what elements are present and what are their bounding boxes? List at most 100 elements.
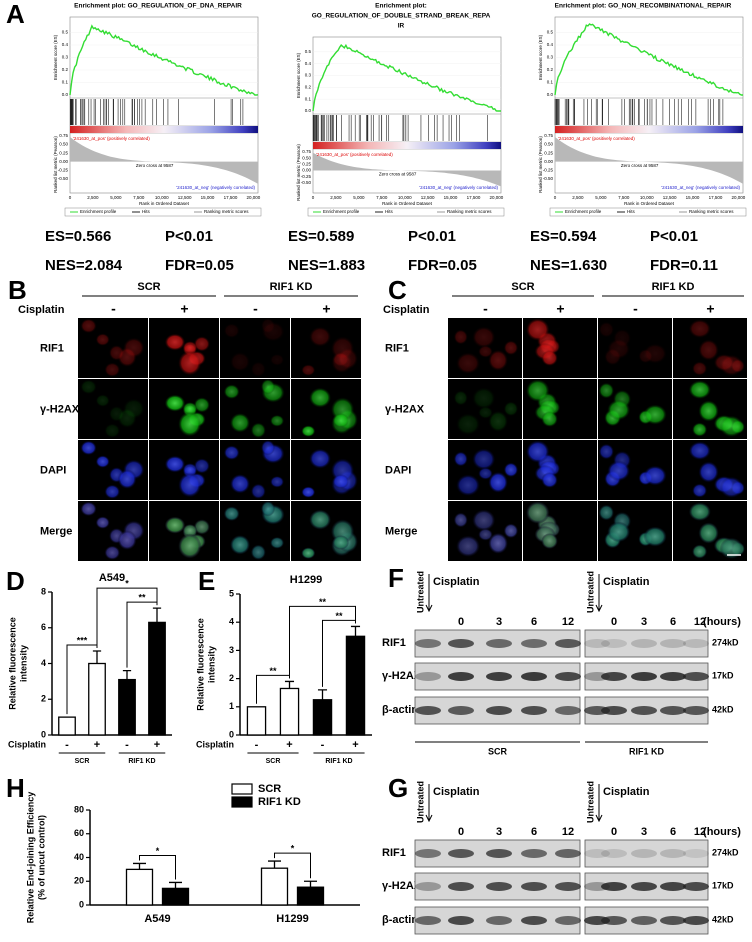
label: **: [269, 666, 277, 676]
nucleus: [260, 379, 276, 395]
bar: [312, 699, 333, 736]
label: Enrichment profile: [323, 209, 360, 214]
label: RIF1: [382, 637, 406, 649]
band: [660, 672, 686, 681]
label: FDR=0.05: [165, 257, 234, 274]
label: 0.25: [544, 150, 553, 155]
band: [448, 882, 474, 891]
label: 0.4: [62, 42, 69, 47]
band: [448, 849, 474, 858]
label: 0.00: [544, 159, 553, 164]
label: D: [6, 566, 25, 596]
label: 0.50: [544, 142, 553, 147]
nucleus: [472, 326, 496, 348]
nucleus: [478, 345, 493, 358]
nucleus: [598, 443, 615, 460]
label: 0.1: [62, 80, 69, 85]
label: RIF1 KD: [325, 758, 352, 765]
label: ES=0.589: [288, 228, 354, 245]
nucleus: [193, 458, 210, 474]
label: P<0.01: [408, 228, 456, 245]
label: 12,500: [421, 195, 435, 200]
label: 0.3: [62, 55, 69, 60]
label: γ-H2AX: [40, 403, 80, 415]
label: F: [388, 563, 404, 593]
bar: [125, 868, 154, 906]
rank-bar: [70, 126, 258, 133]
nucleus: [104, 362, 121, 377]
label: 0.0: [547, 92, 554, 97]
label: 3: [229, 645, 234, 655]
label: *: [291, 843, 295, 853]
label: Relative fluorescence: [195, 618, 205, 711]
label: 42kD: [712, 704, 734, 714]
label: ES=0.594: [530, 228, 597, 245]
label: 0: [611, 826, 617, 838]
label: 0: [79, 899, 84, 909]
nucleus: [270, 475, 285, 488]
label: 15,000: [201, 195, 215, 200]
blot-strip: [584, 839, 709, 868]
label: SCR: [75, 758, 90, 765]
label: 0: [611, 616, 617, 628]
label: 60: [74, 828, 84, 838]
label: **: [319, 597, 327, 607]
label: RIF1 KD: [128, 758, 155, 765]
label: +: [352, 739, 358, 751]
band: [683, 639, 709, 648]
nucleus: [301, 486, 316, 498]
label: **: [138, 592, 146, 602]
label: RIF1 KD: [270, 281, 313, 293]
label: 2,500: [87, 195, 99, 200]
label: Ranked list metric (Pearson): [53, 136, 58, 193]
label: Ranking metric scores: [447, 209, 492, 214]
nucleus: [488, 410, 508, 432]
nucleus: [223, 506, 240, 521]
label: Cisplatin: [383, 304, 430, 316]
label: '241630_at_neg' (negatively correlated): [419, 185, 498, 190]
nucleus: [117, 347, 137, 367]
label: Enrichment plot: GO_REGULATION_OF_DNA_RE…: [74, 3, 242, 10]
label: -0.25: [58, 167, 69, 172]
rank-bar: [555, 126, 743, 133]
label: Enrichment score (ES): [538, 34, 543, 80]
label: 3: [641, 826, 647, 838]
nucleus: [270, 353, 285, 366]
label: RIF1 KD: [652, 281, 695, 293]
enrichment-curve: [69, 24, 259, 96]
enrichment-curve: [554, 23, 743, 96]
label: Rank in Ordered Dataset: [139, 201, 190, 206]
label: '241630_at_neg' (negatively correlated): [176, 185, 255, 190]
label: DAPI: [385, 464, 411, 476]
nucleus: [301, 425, 316, 437]
label: RIF1 KD: [258, 796, 301, 808]
label: Enrichment profile: [80, 209, 117, 214]
nucleus: [182, 524, 198, 537]
nucleus: [182, 463, 198, 476]
label: Enrichment plot: GO_NON_RECOMBINATIONAL_…: [555, 3, 732, 10]
band: [601, 849, 627, 858]
label: -: [253, 301, 258, 317]
label: *: [156, 846, 160, 856]
nucleus: [80, 501, 97, 517]
arrow: [595, 574, 603, 613]
label: 0.3: [305, 73, 312, 78]
nucleus: [117, 469, 137, 489]
nucleus: [456, 474, 480, 496]
nucleus: [698, 400, 719, 422]
label: RIF1: [385, 342, 409, 354]
label: 5,000: [595, 195, 607, 200]
label: 0.0: [305, 108, 312, 113]
nucleus: [80, 440, 97, 456]
label: 3: [496, 616, 502, 628]
label: FDR=0.05: [408, 257, 477, 274]
label: -: [111, 301, 116, 317]
nucleus: [164, 516, 186, 534]
label: +: [154, 739, 160, 751]
band: [601, 882, 627, 891]
nucleus: [692, 544, 708, 559]
nucleus: [104, 423, 121, 438]
nucleus: [688, 319, 711, 338]
nucleus: [598, 321, 615, 338]
label: NES=2.084: [45, 257, 123, 274]
